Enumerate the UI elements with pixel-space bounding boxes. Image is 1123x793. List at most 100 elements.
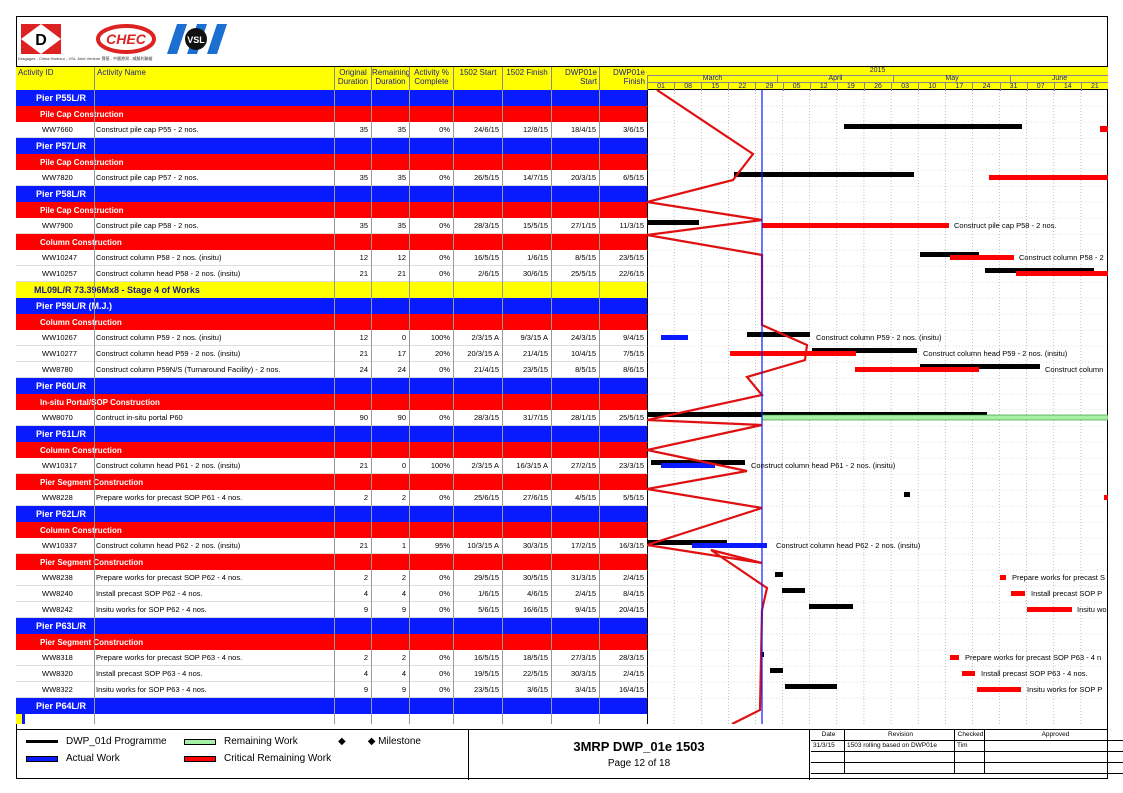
legend-swatch-green xyxy=(184,738,216,745)
stage-header-row[interactable]: ML09L/R 73.396Mx8 - Stage 4 of Works xyxy=(16,282,647,298)
activity-id: WW7900 xyxy=(42,221,73,230)
col-dwp-start[interactable]: DWP01e Start xyxy=(551,67,599,91)
activity-row[interactable]: WW8318 Prepare works for precast SOP P63 … xyxy=(16,650,647,666)
gantt-bar-label: Construct column P59 - 2 nos. (insitu) xyxy=(816,333,942,342)
pier-header-row[interactable]: Pier P63L/R xyxy=(16,618,647,634)
gantt-bar xyxy=(920,252,979,257)
timescale-day: 31 xyxy=(999,83,1027,91)
col-activity-name[interactable]: Activity Name xyxy=(94,67,334,91)
activity-row[interactable]: WW8240 Install precast SOP P62 - 4 nos. 4 4… xyxy=(16,586,647,602)
activity-row[interactable]: WW8780 Construct column P59N/S (Turnaroun… xyxy=(16,362,647,378)
start-1502: 10/3/15 A xyxy=(467,541,499,550)
activity-id: WW8322 xyxy=(42,685,73,694)
group-header-row[interactable]: Pile Cap Construction xyxy=(16,154,647,170)
activity-name: Construct pile cap P55 - 2 nos. xyxy=(96,125,199,134)
timescale-day: 14 xyxy=(1053,83,1081,91)
activity-name: Construct column head P58 - 2 nos. (insi… xyxy=(96,269,241,278)
col-percent-complete[interactable]: Activity % Complete xyxy=(409,67,453,91)
group-header-row[interactable]: Pier Segment Construction xyxy=(16,554,647,570)
dwp-finish: 8/6/15 xyxy=(623,365,644,374)
group-header-row[interactable]: Pile Cap Construction xyxy=(16,106,647,122)
finish-1502: 3/6/15 xyxy=(527,685,548,694)
activity-row[interactable]: WW10267 Construct column P59 - 2 nos. (in… xyxy=(16,330,647,346)
group-header-row[interactable]: Pier Segment Construction xyxy=(16,634,647,650)
activity-row[interactable]: WW7660 Construct pile cap P55 - 2 nos. 35 3… xyxy=(16,122,647,138)
group-header-row[interactable]: Column Construction xyxy=(16,314,647,330)
finish-1502: 27/6/15 xyxy=(522,493,548,502)
col-remaining-duration[interactable]: Remaining Duration xyxy=(371,67,410,91)
col-original-duration[interactable]: Original Duration xyxy=(334,67,371,91)
activity-row[interactable]: WW8070 Contruct in-situ portal P60 90 90 0% 2… xyxy=(16,410,647,426)
row-label: Pier P59L/R (M.J.) xyxy=(36,301,113,311)
percent-complete: 100% xyxy=(430,461,450,470)
gantt-bar-label: Construct pile cap P58 - 2 nos. xyxy=(954,221,1057,230)
activity-name: Construct column P59 - 2 nos. (insitu) xyxy=(96,333,222,342)
timescale-day: 17 xyxy=(945,83,972,91)
pier-header-row[interactable]: Pier P61L/R xyxy=(16,426,647,442)
pier-header-row[interactable]: Pier P58L/R xyxy=(16,186,647,202)
gantt-bar xyxy=(661,335,688,340)
finish-1502: 30/5/15 xyxy=(522,573,548,582)
col-1502-finish[interactable]: 1502 Finish xyxy=(502,67,551,91)
timescale-day: 22 xyxy=(728,83,755,91)
dwp-start: 2/4/15 xyxy=(575,589,596,598)
activity-row[interactable]: WW10317 Construct column head P61 - 2 nos… xyxy=(16,458,647,474)
row-label: Pier P62L/R xyxy=(36,509,87,519)
gantt-bar xyxy=(762,223,949,228)
pier-header-row[interactable]: Pier P55L/R xyxy=(16,90,647,106)
activity-row[interactable]: WW7900 Construct pile cap P58 - 2 nos. 35 3… xyxy=(16,218,647,234)
original-duration: 35 xyxy=(359,221,368,230)
timescale-month: April xyxy=(777,75,893,83)
dwp-start: 25/5/15 xyxy=(570,269,596,278)
activity-name: Construct column head P61 - 2 nos. (insi… xyxy=(96,461,241,470)
gantt-bar xyxy=(770,668,783,673)
percent-complete: 0% xyxy=(439,605,450,614)
activity-row[interactable]: WW10247 Construct column P58 - 2 nos. (in… xyxy=(16,250,647,266)
group-header-row[interactable]: Column Construction xyxy=(16,234,647,250)
activity-row[interactable]: WW10257 Construct column head P58 - 2 nos… xyxy=(16,266,647,282)
gantt-bar-label: Prepare works for precast S xyxy=(1012,573,1105,582)
gantt-chart[interactable]: Construct pile cap P58 - 2 nos. Construct… xyxy=(647,90,1108,724)
pier-header-row[interactable]: Pier P64L/R xyxy=(16,698,647,714)
dwp-start: 18/4/15 xyxy=(570,125,596,134)
remaining-duration: 4 xyxy=(401,669,406,678)
activity-name: Install precast SOP P62 - 4 nos. xyxy=(96,589,203,598)
gantt-bar xyxy=(989,175,1108,180)
activity-name: Construct column head P59 - 2 nos. (insi… xyxy=(96,349,241,358)
gantt-bar xyxy=(962,671,975,676)
activity-row[interactable]: WW8238 Prepare works for precast SOP P62 … xyxy=(16,570,647,586)
group-header-row[interactable]: Pier Segment Construction xyxy=(16,474,647,490)
activity-row[interactable]: WW7820 Construct pile cap P57 - 2 nos. 35 3… xyxy=(16,170,647,186)
group-header-row[interactable]: Column Construction xyxy=(16,442,647,458)
activity-row[interactable]: WW8242 Insitu works for SOP P62 - 4 nos. 9… xyxy=(16,602,647,618)
activity-row[interactable]: WW8320 Install precast SOP P63 - 4 nos. 4 4… xyxy=(16,666,647,682)
pier-header-row[interactable]: Pier P62L/R xyxy=(16,506,647,522)
col-activity-id[interactable]: Activity ID xyxy=(18,68,54,77)
start-1502: 28/3/15 xyxy=(473,221,499,230)
timescale-header: 2015 March April May June 01 08 15 22 29 05 12… xyxy=(647,66,1108,91)
pier-header-row[interactable]: Pier P60L/R xyxy=(16,378,647,394)
remaining-duration: 4 xyxy=(401,589,406,598)
timescale-day: 05 xyxy=(782,83,810,91)
row-label: Pile Cap Construction xyxy=(40,157,124,167)
group-header-row[interactable]: In-situ Portal/SOP Construction xyxy=(16,394,647,410)
original-duration: 4 xyxy=(363,669,368,678)
activity-row[interactable]: WW10337 Construct column head P62 - 2 nos… xyxy=(16,538,647,554)
col-dwp-finish[interactable]: DWP01e Finish xyxy=(599,67,647,91)
activity-row[interactable]: WW8228 Prepare works for precast SOP P61 … xyxy=(16,490,647,506)
group-header-row[interactable]: Column Construction xyxy=(16,522,647,538)
report-title: 3MRP DWP_01e 1503 xyxy=(573,739,705,754)
col-1502-start[interactable]: 1502 Start xyxy=(453,67,502,91)
pier-header-row[interactable]: Pier P59L/R (M.J.) xyxy=(16,298,647,314)
original-duration: 35 xyxy=(359,125,368,134)
activity-id: WW10267 xyxy=(42,333,78,342)
percent-complete: 95% xyxy=(434,541,450,550)
activity-row[interactable]: WW10277 Construct column head P59 - 2 nos… xyxy=(16,346,647,362)
dwp-start: 10/4/15 xyxy=(570,349,596,358)
gantt-bar xyxy=(647,540,727,545)
activity-row[interactable]: WW8322 Insitu works for SOP P63 - 4 nos. 9… xyxy=(16,682,647,698)
pier-header-row[interactable]: Pier P57L/R xyxy=(16,138,647,154)
start-1502: 21/4/15 xyxy=(473,365,499,374)
group-header-row[interactable]: Pile Cap Construction xyxy=(16,202,647,218)
timescale-day: 24 xyxy=(972,83,999,91)
